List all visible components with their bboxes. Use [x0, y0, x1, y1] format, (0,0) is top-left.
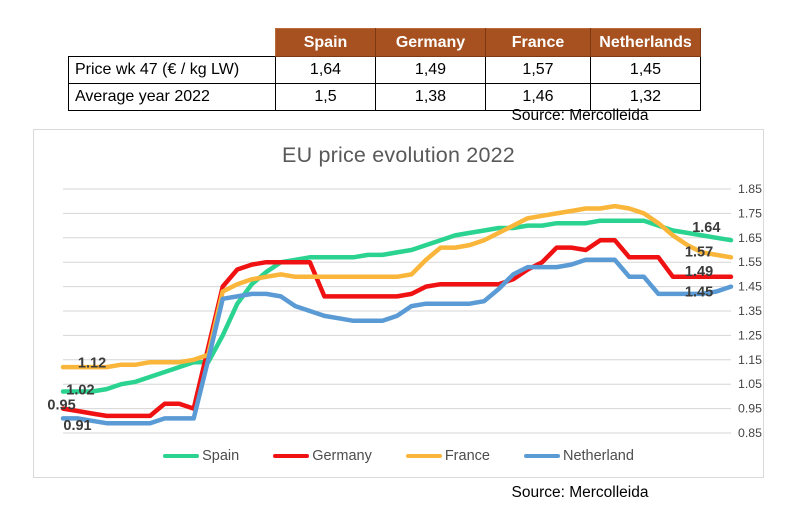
legend-label: Germany: [312, 448, 372, 464]
table-cell: 1,57: [485, 56, 591, 84]
legend-item-netherland: Netherland: [523, 448, 634, 464]
y-axis-tick-label: 1.15: [738, 353, 762, 367]
table-corner-cell: [69, 29, 276, 57]
price-table: Spain Germany France Netherlands Price w…: [68, 28, 701, 111]
data-label: 0.95: [47, 398, 75, 414]
legend-line-icon: [405, 453, 442, 459]
y-axis-tick-label: 1.35: [738, 304, 762, 318]
y-axis-tick-label: 0.95: [738, 402, 762, 416]
legend-line-icon: [273, 453, 310, 459]
table-cell: 1,64: [275, 56, 376, 84]
y-axis-tick-label: 0.85: [738, 426, 762, 440]
legend-label: Spain: [202, 448, 240, 464]
data-label: 1.12: [78, 355, 106, 371]
table-header-row: Spain Germany France Netherlands: [69, 28, 701, 57]
table-cell: 1,49: [375, 56, 486, 84]
legend-label: Netherland: [562, 448, 634, 464]
table-cell: 1,45: [590, 56, 701, 84]
legend-item-spain: Spain: [163, 448, 239, 464]
y-axis-tick-label: 1.25: [738, 328, 762, 342]
series-line-germany: [60, 237, 734, 419]
table-header-france: France: [485, 28, 591, 57]
y-axis-tick-label: 1.85: [738, 182, 762, 196]
table-cell: 1,32: [590, 83, 701, 111]
legend-line-icon: [163, 453, 200, 459]
y-axis-tick-label: 1.65: [738, 231, 762, 245]
y-axis-tick-label: 1.45: [738, 280, 762, 294]
data-label: 1.45: [685, 285, 713, 301]
data-label: 1.02: [66, 382, 94, 398]
table-header-netherlands: Netherlands: [590, 28, 701, 57]
table-header-germany: Germany: [375, 28, 486, 57]
data-label: 0.91: [63, 418, 91, 434]
data-label: 1.49: [685, 264, 713, 280]
table-cell: 1,46: [485, 83, 591, 111]
y-axis-tick-label: 1.55: [738, 255, 762, 269]
row-label: Average year 2022: [68, 83, 276, 111]
chart-title: EU price evolution 2022: [282, 143, 515, 167]
data-label: 1.57: [685, 244, 713, 260]
y-axis-tick-label: 1.75: [738, 206, 762, 220]
legend-item-france: France: [405, 448, 490, 464]
table-header-spain: Spain: [275, 28, 376, 57]
chart-frame: 1.85 1.75 1.65 1.55 1.45 1.35 1.25 1.15 1.05 0.95…: [33, 129, 764, 478]
data-label: 1.64: [692, 220, 720, 236]
row-label: Price wk 47 (€ / kg LW): [68, 56, 276, 84]
series-line-netherland: [60, 257, 734, 426]
legend-item-germany: Germany: [273, 448, 372, 464]
table-cell: 1,5: [275, 83, 376, 111]
series-line-spain: [60, 218, 734, 394]
chart-legend: Spain Germany France Netherland: [34, 448, 763, 464]
legend-label: France: [444, 448, 490, 464]
table-row-price-wk47: Price wk 47 (€ / kg LW) 1,64 1,49 1,57 1…: [68, 56, 701, 84]
series-line-france: [60, 203, 734, 370]
line-chart: 1.85 1.75 1.65 1.55 1.45 1.35 1.25 1.15 1.05 0.95…: [47, 182, 762, 440]
y-axis-tick-label: 1.05: [738, 377, 762, 391]
source-note: Source: Mercolleida: [511, 484, 649, 501]
source-note: Source: Mercolleida: [511, 107, 649, 124]
legend-line-icon: [523, 453, 560, 459]
table-row-average-2022: Average year 2022 1,5 1,38 1,46 1,32: [68, 83, 701, 111]
